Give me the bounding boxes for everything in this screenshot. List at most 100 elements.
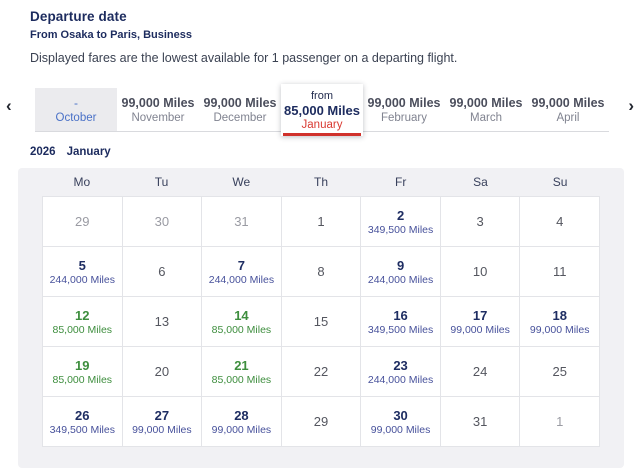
tab-miles-value: 99,000 Miles: [121, 96, 195, 110]
day-cell-6-day3: 3: [440, 197, 520, 246]
day-cell-32-day29: 29: [281, 397, 361, 446]
day-cell-26-day23[interactable]: 23 244,000 Miles: [361, 347, 440, 396]
day-cell-20-day17[interactable]: 17 99,000 Miles: [440, 297, 520, 346]
month-strip: ‹ - October 99,000 Miles November 99,000 Mil…: [0, 82, 640, 136]
day-number: 18: [552, 307, 567, 323]
tab-miles-value: 85,000 Miles: [284, 102, 360, 118]
day-cell-4-day1: 1: [281, 197, 361, 246]
day-cell-5-day2[interactable]: 2 349,500 Miles: [361, 197, 440, 246]
tab-miles-value: 99,000 Miles: [531, 96, 605, 110]
month-tab-january[interactable]: from 85,000 Miles January: [281, 84, 363, 136]
day-number: 30: [154, 214, 170, 229]
day-number: 28: [234, 407, 249, 423]
day-cell-35-day1: 1: [520, 397, 599, 446]
day-number: 30: [393, 407, 408, 423]
day-miles-value: 99,000 Miles: [529, 323, 590, 336]
month-tabs: - October 99,000 Miles November 99,000 Miles…: [35, 82, 609, 136]
calendar-grid: 29 30 31 1 2 349,500 Miles 3 4 5 244,000 Miles 6 7 2…: [42, 196, 600, 447]
day-miles-value: 99,000 Miles: [132, 423, 192, 436]
day-miles-value: 85,000 Miles: [52, 373, 113, 386]
day-number: 21: [234, 357, 249, 373]
day-cell-3-day31: 31: [202, 197, 281, 246]
tab-miles-value: 99,000 Miles: [367, 96, 441, 110]
day-miles-value: 349,500 Miles: [367, 323, 434, 336]
day-cell-28-day25: 25: [520, 347, 599, 396]
route-subtitle: From Osaka to Paris, Business: [30, 29, 193, 41]
day-number: 6: [158, 264, 166, 279]
day-number: 23: [393, 357, 408, 373]
day-cell-31-day28[interactable]: 28 99,000 Miles: [202, 397, 281, 446]
month-tab-april[interactable]: 99,000 Miles April: [527, 88, 609, 132]
day-miles-value: 85,000 Miles: [211, 323, 272, 336]
day-cell-18-day15: 15: [281, 297, 361, 346]
day-number: 12: [75, 307, 90, 323]
prev-month-chevron-icon[interactable]: ‹: [6, 96, 12, 115]
day-number: 29: [75, 214, 90, 229]
day-cell-17-day14[interactable]: 14 85,000 Miles: [202, 297, 281, 346]
day-cell-33-day30[interactable]: 30 99,000 Miles: [361, 397, 440, 446]
day-miles-value: 99,000 Miles: [370, 423, 431, 436]
day-number: 1: [317, 214, 325, 229]
day-cell-19-day16[interactable]: 16 349,500 Miles: [361, 297, 440, 346]
day-number: 24: [472, 364, 488, 379]
day-miles-value: 99,000 Miles: [211, 423, 272, 436]
day-cell-16-day13: 13: [122, 297, 202, 346]
day-cell-10-day7[interactable]: 7 244,000 Miles: [202, 247, 281, 296]
day-miles-value: 244,000 Miles: [367, 273, 434, 286]
month-tab-november[interactable]: 99,000 Miles November: [117, 88, 199, 132]
weekday-label-mo: Mo: [73, 175, 91, 189]
day-number: 16: [393, 307, 408, 323]
tab-month-label: February: [380, 112, 428, 124]
day-number: 25: [552, 364, 567, 379]
day-cell-11-day8: 8: [281, 247, 361, 296]
weekday-label-fr: Fr: [395, 175, 407, 189]
month-tab-february[interactable]: 99,000 Miles February: [363, 88, 445, 132]
day-miles-value: 349,500 Miles: [49, 423, 115, 436]
tab-month-label: January: [301, 118, 343, 131]
month-tab-december[interactable]: 99,000 Miles December: [199, 88, 281, 132]
day-cell-29-day26[interactable]: 26 349,500 Miles: [43, 397, 122, 446]
period-label: 2026 January: [30, 146, 122, 158]
weekday-label-tu: Tu: [154, 175, 169, 189]
weekday-label-sa: Sa: [473, 175, 488, 189]
tab-month-label: November: [131, 112, 185, 124]
day-number: 31: [472, 414, 488, 429]
day-cell-12-day9[interactable]: 9 244,000 Miles: [361, 247, 440, 296]
day-number: 20: [154, 364, 170, 379]
day-cell-15-day12[interactable]: 12 85,000 Miles: [43, 297, 122, 346]
tab-month-label: December: [213, 112, 267, 124]
day-cell-13-day10: 10: [440, 247, 520, 296]
month-tab-march[interactable]: 99,000 Miles March: [445, 88, 527, 132]
month-tab-october[interactable]: - October: [35, 88, 117, 132]
day-number: 2: [396, 207, 405, 223]
day-cell-27-day24: 24: [440, 347, 520, 396]
next-month-chevron-icon[interactable]: ›: [628, 96, 634, 115]
day-cell-2-day30: 30: [122, 197, 202, 246]
day-number: 15: [313, 314, 329, 329]
period-month: January: [66, 146, 111, 158]
day-cell-30-day27[interactable]: 27 99,000 Miles: [122, 397, 202, 446]
day-cell-9-day6: 6: [122, 247, 202, 296]
day-cell-25-day22: 22: [281, 347, 361, 396]
calendar-panel: Mo Tu We Th Fr Sa Su 29 30 31 1 2 349,500 Miles 3 4 5 2…: [18, 168, 624, 468]
day-miles-value: 244,000 Miles: [367, 373, 434, 386]
day-number: 7: [237, 257, 246, 273]
day-number: 10: [472, 264, 488, 279]
day-miles-value: 85,000 Miles: [211, 373, 272, 386]
day-cell-21-day18[interactable]: 18 99,000 Miles: [520, 297, 599, 346]
day-miles-value: 99,000 Miles: [450, 323, 510, 336]
day-number: 29: [313, 414, 329, 429]
day-cell-8-day5[interactable]: 5 244,000 Miles: [43, 247, 122, 296]
day-number: 31: [234, 214, 249, 229]
period-year: 2026: [30, 146, 56, 158]
day-number: 5: [78, 257, 86, 273]
day-number: 19: [75, 357, 90, 373]
tab-month-label: March: [470, 112, 502, 124]
tab-month-label: October: [55, 112, 97, 124]
day-miles-value: 244,000 Miles: [49, 273, 115, 286]
day-cell-24-day21[interactable]: 21 85,000 Miles: [202, 347, 281, 396]
day-miles-value: 349,500 Miles: [367, 223, 434, 236]
day-cell-14-day11: 11: [520, 247, 599, 296]
day-miles-value: 85,000 Miles: [52, 323, 113, 336]
day-cell-22-day19[interactable]: 19 85,000 Miles: [43, 347, 122, 396]
